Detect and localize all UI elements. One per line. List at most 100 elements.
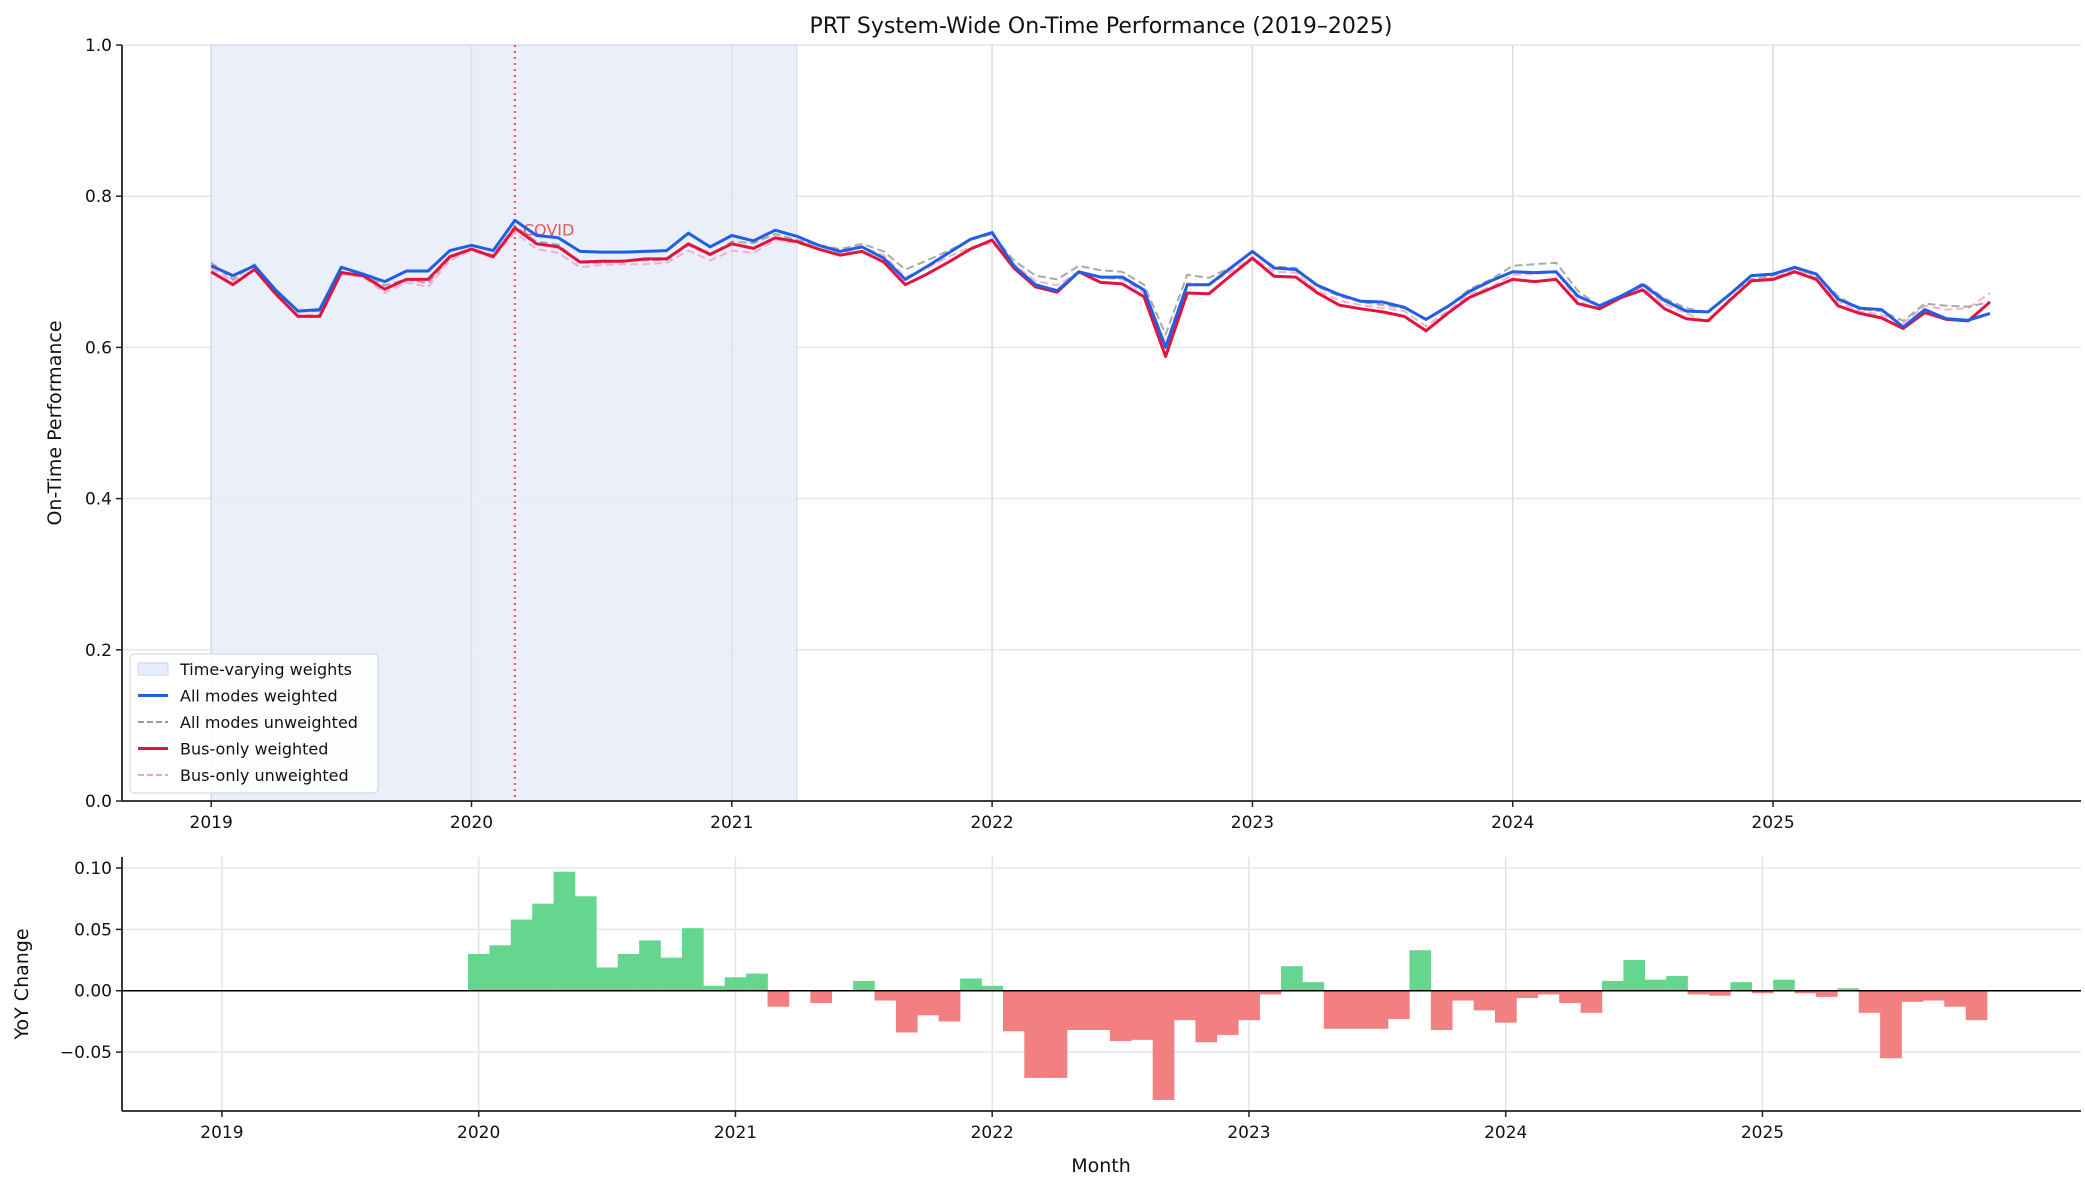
yoy-bar: [1794, 990, 1817, 994]
series-line-all-modes-weighted: [210, 218, 1991, 349]
top-y-axis-label: On-Time Performance: [44, 320, 66, 525]
x-tick-label: 2024: [1484, 1123, 1527, 1143]
legend: Time-varying weights All modes weighted Al…: [129, 653, 379, 794]
yoy-bar: [1131, 990, 1153, 1040]
yoy-bar: [1666, 976, 1688, 991]
yoy-change-chart: 2019 2020 2021 2022 2023 2024 2025 0.10 0.05 0.00…: [60, 857, 2081, 1143]
legend-label: Bus-only unweighted: [180, 766, 349, 785]
chart-title: PRT System-Wide On-Time Performance (201…: [810, 14, 1393, 39]
yoy-bar: [1773, 979, 1795, 991]
yoy-bar: [938, 990, 961, 1022]
yoy-bar: [617, 953, 640, 991]
bottom-y-axis-label: YoY Change: [11, 928, 33, 1040]
yoy-bar: [1366, 990, 1389, 1029]
yoy-bar: [553, 871, 576, 991]
yoy-bar: [1216, 990, 1239, 1035]
yoy-bar: [1323, 990, 1346, 1029]
yoy-bar: [703, 985, 726, 991]
y-tick-label: 0.0: [85, 792, 112, 812]
x-tick-label: 2023: [1227, 1123, 1270, 1143]
yoy-bar: [1045, 990, 1068, 1078]
x-tick-label: 2020: [457, 1123, 500, 1143]
yoy-bar: [639, 940, 661, 991]
yoy-bar: [767, 990, 790, 1007]
yoy-bar: [596, 967, 619, 991]
yoy-bar: [1473, 990, 1496, 1011]
yoy-bar: [1559, 990, 1581, 1004]
yoy-bar: [874, 990, 897, 1001]
bottom-x-axis-label: Month: [1071, 1155, 1131, 1177]
yoy-bar: [981, 985, 1004, 991]
yoy-bar: [1858, 990, 1881, 1013]
y-tick-label: 0.00: [74, 982, 112, 1002]
yoy-bar: [1067, 990, 1089, 1031]
yoy-bar: [1002, 990, 1025, 1032]
yoy-bar: [1430, 990, 1453, 1031]
series-line-bus-only-weighted: [210, 226, 1991, 358]
yoy-bar: [1580, 990, 1603, 1013]
y-tick-label: 0.05: [74, 920, 112, 940]
x-tick-label: 2020: [450, 813, 493, 833]
yoy-bar: [853, 980, 875, 991]
yoy-bar: [1302, 982, 1325, 991]
x-tick-label: 2023: [1231, 813, 1274, 833]
yoy-bar: [1259, 990, 1282, 995]
yoy-bar: [510, 919, 533, 991]
legend-box: [129, 653, 379, 794]
x-tick-label: 2021: [710, 813, 753, 833]
x-tick-label: 2019: [200, 1123, 243, 1143]
yoy-bar: [489, 945, 512, 991]
yoy-bar: [1880, 990, 1902, 1059]
yoy-bar: [1944, 990, 1967, 1007]
yoy-bar: [1623, 960, 1646, 991]
yoy-bar: [1452, 990, 1474, 1001]
yoy-bar: [1965, 990, 1988, 1021]
yoy-bar: [1174, 990, 1196, 1021]
y-tick-label: 1.0: [85, 36, 112, 56]
y-tick-label: 0.2: [85, 641, 112, 661]
yoy-bar: [1922, 990, 1945, 1001]
yoy-bar: [1687, 990, 1710, 995]
y-tick-label: 0.4: [85, 490, 112, 510]
yoy-bar: [1516, 990, 1539, 999]
yoy-bar: [1901, 990, 1924, 1002]
yoy-bar: [1495, 990, 1517, 1023]
yoy-bar: [1837, 988, 1860, 991]
yoy-bar: [1238, 990, 1260, 1021]
x-tick-label: 2022: [971, 1123, 1014, 1143]
legend-label: Bus-only weighted: [180, 740, 328, 759]
yoy-bar: [895, 990, 918, 1033]
yoy-bar: [1730, 982, 1753, 991]
yoy-bar: [1644, 979, 1667, 991]
yoy-bar: [660, 957, 683, 991]
yoy-bar: [681, 928, 704, 991]
yoy-bar: [1537, 990, 1560, 995]
legend-label: All modes unweighted: [180, 713, 358, 732]
yoy-bar: [1409, 950, 1432, 991]
y-tick-label: 0.10: [74, 859, 112, 879]
yoy-bar: [960, 978, 982, 991]
x-tick-label: 2019: [190, 813, 233, 833]
x-tick-label: 2022: [970, 813, 1013, 833]
yoy-bar: [724, 977, 747, 991]
yoy-bar: [574, 896, 597, 991]
y-tick-label: −0.05: [60, 1043, 112, 1063]
legend-swatch-shaded: [137, 662, 169, 676]
yoy-bar: [532, 903, 554, 991]
yoy-bar: [467, 953, 490, 991]
x-tick-label: 2021: [714, 1123, 757, 1143]
yoy-bar: [1751, 990, 1774, 994]
yoy-bar: [746, 973, 768, 991]
legend-label: Time-varying weights: [179, 660, 352, 679]
yoy-bar: [1601, 980, 1624, 991]
yoy-bar: [1345, 990, 1367, 1029]
yoy-bar: [1388, 990, 1410, 1019]
x-tick-label: 2024: [1491, 813, 1534, 833]
x-tick-label: 2025: [1751, 813, 1794, 833]
yoy-bar: [1109, 990, 1132, 1042]
yoy-bar: [1195, 990, 1218, 1043]
y-tick-label: 0.6: [85, 338, 112, 358]
yoy-bar: [1024, 990, 1046, 1078]
